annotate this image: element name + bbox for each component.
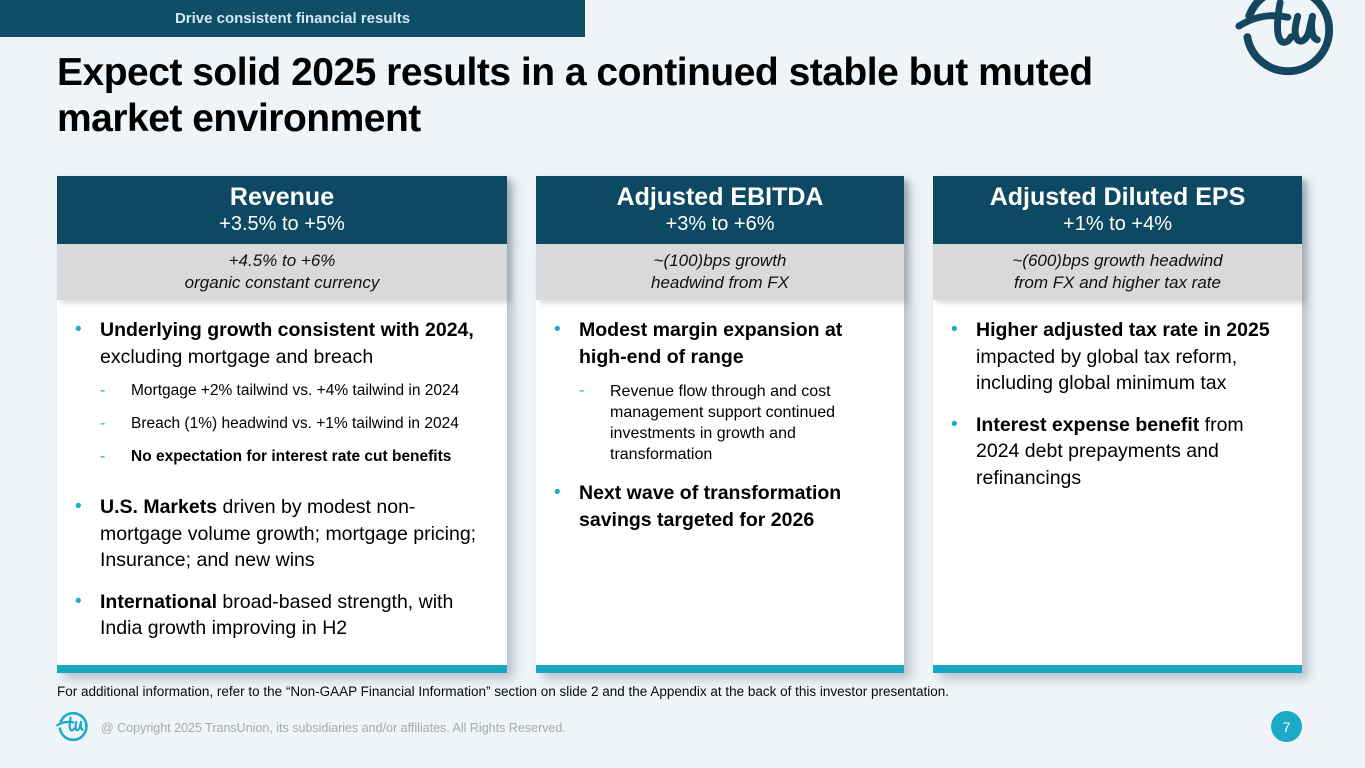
card-range: +3% to +6% — [665, 212, 775, 235]
card-revenue-header: Revenue +3.5% to +5% — [57, 176, 507, 244]
card-note-line1: +4.5% to +6% — [228, 250, 336, 270]
footnote: For additional information, refer to the… — [57, 684, 949, 699]
list-item: • Higher adjusted tax rate in 2025 impac… — [951, 317, 1292, 397]
transunion-logo-icon — [1235, 0, 1337, 81]
card-note: ~(100)bps growth headwind from FX — [536, 244, 904, 300]
list-item: • U.S. Markets driven by modest non-mort… — [75, 494, 497, 574]
card-note-line1: ~(100)bps growth — [653, 250, 787, 270]
card-note-line2: headwind from FX — [651, 273, 789, 292]
list-item: • Interest expense benefit from 2024 deb… — [951, 412, 1292, 492]
bullet-text: Modest margin expansion at high-end of r… — [579, 317, 866, 465]
sub-item-text: Mortgage +2% tailwind vs. +4% tailwind i… — [131, 382, 460, 400]
sub-item-text: Revenue flow through and cost management… — [610, 383, 836, 464]
card-title: Revenue — [229, 183, 335, 212]
sub-item-text: Breach (1%) headwind vs. +1% tailwind in… — [131, 414, 459, 432]
card-range: +3.5% to +5% — [219, 212, 345, 235]
bullet-icon: • — [951, 413, 958, 435]
card-note-line2: from FX and higher tax rate — [1014, 273, 1221, 292]
bullet-text: Higher adjusted tax rate in 2025 impacte… — [976, 319, 1270, 395]
bullet-icon: • — [75, 590, 82, 612]
bullet-text: Interest expense benefit from 2024 debt … — [976, 413, 1244, 489]
slide-title-line1: Expect solid 2025 results in a continued… — [57, 51, 1093, 94]
dash-icon: - — [579, 382, 585, 400]
sub-item: - No expectation for interest rate cut b… — [100, 447, 497, 468]
slide-title-line2: market environment — [57, 97, 421, 141]
transunion-logo-small-icon — [56, 711, 88, 742]
card-note-line1: ~(600)bps growth headwind — [1012, 250, 1223, 270]
list-item: • International broad-based strength, wi… — [75, 589, 497, 642]
card-adjusted-ebitda-header: Adjusted EBITDA +3% to +6% — [536, 176, 904, 244]
dash-icon: - — [100, 382, 106, 400]
list-item: • Underlying growth consistent with 2024… — [75, 317, 497, 479]
list-item: • Next wave of transformation savings ta… — [554, 480, 866, 533]
card-title: Adjusted Diluted EPS — [989, 183, 1246, 212]
card-note: +4.5% to +6% organic constant currency — [57, 244, 507, 300]
card-note-line2: organic constant currency — [184, 273, 380, 292]
page-number: 7 — [1282, 718, 1291, 735]
dash-icon: - — [100, 447, 106, 465]
section-banner: Drive consistent financial results — [0, 0, 585, 37]
card-range: +1% to +4% — [1063, 212, 1172, 235]
bullet-icon: • — [75, 496, 82, 518]
bullet-icon: • — [554, 482, 561, 504]
card-revenue: Revenue +3.5% to +5% +4.5% to +6% organi… — [57, 176, 507, 673]
card-adjusted-diluted-eps-header: Adjusted Diluted EPS +1% to +4% — [933, 176, 1302, 244]
card-accent-bar — [536, 665, 904, 673]
bullet-icon: • — [951, 319, 958, 340]
slide-title: Expect solid 2025 results in a continued… — [57, 50, 1093, 143]
bullet-text: International broad-based strength, with… — [100, 590, 454, 640]
bullet-icon: • — [75, 319, 82, 340]
card-body: • Underlying growth consistent with 2024… — [57, 300, 507, 665]
list-item: • Modest margin expansion at high-end of… — [554, 317, 866, 465]
card-accent-bar — [57, 665, 507, 673]
page-number-badge: 7 — [1271, 711, 1302, 742]
bullet-icon: • — [554, 319, 561, 340]
card-adjusted-ebitda: Adjusted EBITDA +3% to +6% ~(100)bps gro… — [536, 176, 904, 673]
sub-list: - Revenue flow through and cost manageme… — [579, 381, 866, 465]
dash-icon: - — [100, 414, 106, 432]
sub-item: - Breach (1%) headwind vs. +1% tailwind … — [100, 414, 497, 435]
card-adjusted-diluted-eps: Adjusted Diluted EPS +1% to +4% ~(600)bp… — [933, 176, 1302, 673]
sub-list: - Mortgage +2% tailwind vs. +4% tailwind… — [100, 381, 497, 467]
sub-item: - Mortgage +2% tailwind vs. +4% tailwind… — [100, 381, 497, 402]
card-accent-bar — [933, 665, 1302, 673]
card-body: • Modest margin expansion at high-end of… — [536, 300, 904, 665]
sub-item-text: No expectation for interest rate cut ben… — [131, 447, 452, 465]
sub-item: - Revenue flow through and cost manageme… — [579, 381, 866, 465]
card-note: ~(600)bps growth headwind from FX and hi… — [933, 244, 1302, 300]
bullet-text: Next wave of transformation savings targ… — [579, 482, 842, 531]
bullet-text: Underlying growth consistent with 2024, … — [100, 317, 497, 479]
copyright-text: @ Copyright 2025 TransUnion, its subsidi… — [101, 721, 566, 735]
card-title: Adjusted EBITDA — [616, 183, 824, 212]
section-banner-label: Drive consistent financial results — [174, 10, 411, 27]
bullet-text: U.S. Markets driven by modest non-mortga… — [100, 496, 477, 572]
card-body: • Higher adjusted tax rate in 2025 impac… — [933, 300, 1302, 665]
